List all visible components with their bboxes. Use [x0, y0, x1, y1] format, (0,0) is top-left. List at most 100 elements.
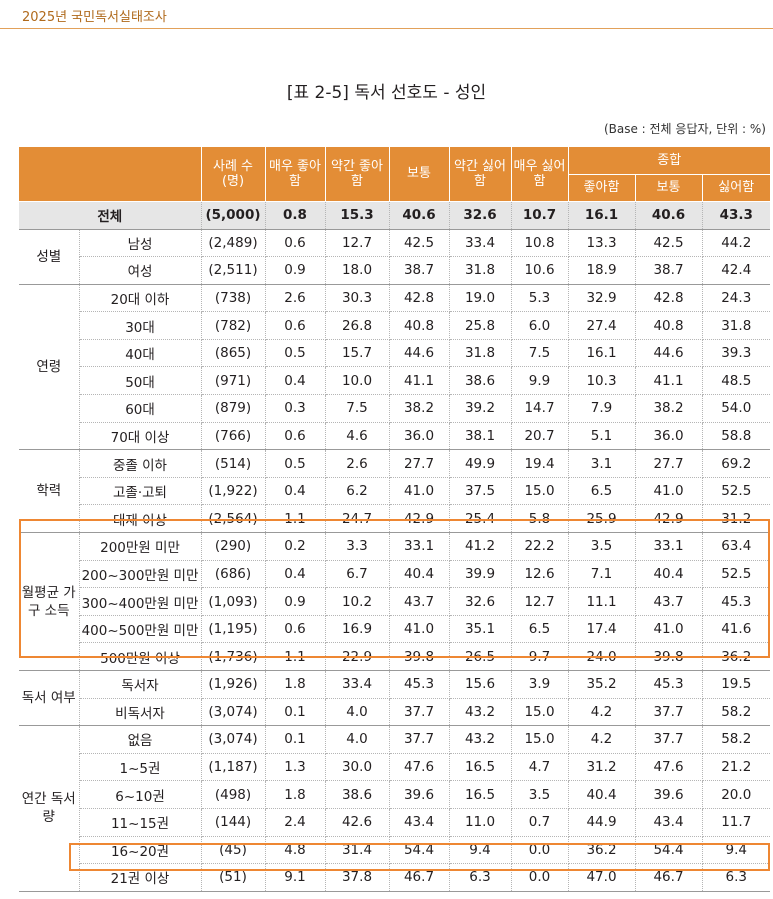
table-cell: 17.4	[568, 615, 636, 644]
row-label: 여성	[79, 256, 202, 285]
table-cell: 42.8	[389, 284, 450, 313]
row-label: 중졸 이하	[79, 449, 202, 478]
total-cell: 40.6	[389, 201, 450, 230]
table-cell: 41.0	[635, 615, 703, 644]
table-cell: 33.4	[449, 229, 512, 258]
table-cell: 63.4	[702, 532, 770, 561]
row-label: 60대	[79, 394, 202, 423]
table-row: 여성 (2,511) 0.9 18.0 38.7 31.8 10.6 18.9 38.7 42.4	[19, 256, 770, 285]
table-cell: 10.2	[325, 587, 390, 616]
table-cell: 6.2	[325, 477, 390, 506]
table-cell: 4.0	[325, 698, 390, 727]
group-label: 성별	[19, 229, 80, 285]
row-label: 300~400만원 미만	[79, 587, 202, 616]
table-cell: (45)	[201, 836, 266, 865]
table-cell: 0.2	[265, 532, 326, 561]
table-cell: (290)	[201, 532, 266, 561]
row-label: 20대 이하	[79, 284, 202, 313]
row-label: 고졸·고퇴	[79, 477, 202, 506]
row-label: 40대	[79, 339, 202, 368]
table-cell: 32.9	[568, 284, 636, 313]
table-cell: 43.7	[389, 587, 450, 616]
table-cell: 41.2	[449, 532, 512, 561]
table-cell: 0.7	[511, 808, 569, 837]
table-cell: 41.6	[702, 615, 770, 644]
table-cell: 27.7	[389, 449, 450, 478]
table-cell: 19.5	[702, 670, 770, 699]
table-cell: 33.1	[635, 532, 703, 561]
table-cell: 44.6	[389, 339, 450, 368]
table-cell: 1.8	[265, 670, 326, 699]
table-cell: 40.4	[568, 780, 636, 809]
table-cell: 0.6	[265, 229, 326, 258]
table-cell: 54.0	[702, 394, 770, 423]
table-cell: 35.1	[449, 615, 512, 644]
table-cell: 11.7	[702, 808, 770, 837]
table-cell: 25.8	[449, 311, 512, 340]
table-cell: 69.2	[702, 449, 770, 478]
table-cell: 14.7	[511, 394, 569, 423]
table-cell: 0.0	[511, 863, 569, 892]
table-cell: 0.3	[265, 394, 326, 423]
row-label: 200~300만원 미만	[79, 560, 202, 589]
table-cell: 12.6	[511, 560, 569, 589]
page-header: 2025년 국민독서실태조사	[0, 0, 773, 30]
table-row: 50대 (971) 0.4 10.0 41.1 38.6 9.9 10.3 41.1 48.5	[19, 366, 770, 396]
header-divider	[0, 28, 773, 29]
table-cell: 46.7	[635, 863, 703, 892]
total-row: 전체 (5,000) 0.8 15.3 40.6 32.6 10.7 16.1 40.6 43.3	[19, 201, 770, 230]
table-cell: 6.5	[568, 477, 636, 506]
highlight-box-income	[19, 519, 770, 658]
table-row: 300~400만원 미만 (1,093) 0.9 10.2 43.7 32.6 12.7 11…	[19, 587, 770, 616]
table-row: 40대 (865) 0.5 15.7 44.6 31.8 7.5 16.1 44.6 39.3	[19, 339, 770, 368]
table-cell: 18.0	[325, 256, 390, 285]
table-cell: (1,093)	[201, 587, 266, 616]
total-cell: 43.3	[702, 201, 770, 230]
table-cell: 6.7	[325, 560, 390, 589]
table-cell: 1.8	[265, 780, 326, 809]
table-cell: 35.2	[568, 670, 636, 699]
row-label: 30대	[79, 311, 202, 340]
table-row: 학력 중졸 이하 (514) 0.5 2.6 27.7 49.9 19.4 3.1 27.7 69.…	[19, 449, 770, 534]
row-label: 70대 이상	[79, 422, 202, 451]
col-some-like: 약간 좋아함	[325, 147, 390, 202]
total-cell: 32.6	[449, 201, 512, 230]
table-cell: 39.9	[449, 560, 512, 589]
table-cell: 25.9	[568, 504, 636, 534]
table-cell: (971)	[201, 366, 266, 396]
table-cell: 9.4	[449, 836, 512, 865]
table-cell: 40.8	[635, 311, 703, 340]
table-cell: 42.4	[702, 256, 770, 285]
table-cell: (498)	[201, 780, 266, 809]
table-cell: 40.8	[389, 311, 450, 340]
table-cell: 39.2	[449, 394, 512, 423]
table-cell: (3,074)	[201, 725, 266, 754]
table-cell: 6.0	[511, 311, 569, 340]
table-row: 연간 독서량 없음 (3,074) 0.1 4.0 37.7 43.2 15.0 4.2 37.7…	[19, 725, 770, 892]
table-cell: 42.8	[635, 284, 703, 313]
table-cell: 15.7	[325, 339, 390, 368]
table-cell: 42.5	[635, 229, 703, 258]
table-cell: 16.1	[568, 339, 636, 368]
col-sum-neutral: 보통	[635, 174, 703, 202]
row-label: 1~5권	[79, 753, 202, 782]
table-row: 1~5권 (1,187) 1.3 30.0 47.6 16.5 4.7 31.2 47.6 21.…	[19, 753, 770, 782]
table-cell: (514)	[201, 449, 266, 478]
table-cell: 27.7	[635, 449, 703, 478]
row-label: 독서자	[79, 670, 202, 699]
table-row: 11~15권 (144) 2.4 42.6 43.4 11.0 0.7 44.9 43.4 11.…	[19, 808, 770, 837]
table-cell: (782)	[201, 311, 266, 340]
table-cell: 36.0	[389, 422, 450, 451]
table-cell: 54.4	[635, 836, 703, 865]
table-cell: 0.9	[265, 587, 326, 616]
table-cell: 1.1	[265, 504, 326, 534]
table-cell: (3,074)	[201, 698, 266, 727]
table-cell: 47.6	[635, 753, 703, 782]
table-cell: (2,564)	[201, 504, 266, 534]
table-row: 400~500만원 미만 (1,195) 0.6 16.9 41.0 35.1 6.5 17.…	[19, 615, 770, 644]
table-cell: 12.7	[511, 587, 569, 616]
table-cell: 41.0	[389, 615, 450, 644]
table-row: 독서 여부 독서자 (1,926) 1.8 33.4 45.3 15.6 3.9 35.2 45.…	[19, 670, 770, 727]
table-cell: 11.1	[568, 587, 636, 616]
table-cell: 31.2	[702, 504, 770, 534]
